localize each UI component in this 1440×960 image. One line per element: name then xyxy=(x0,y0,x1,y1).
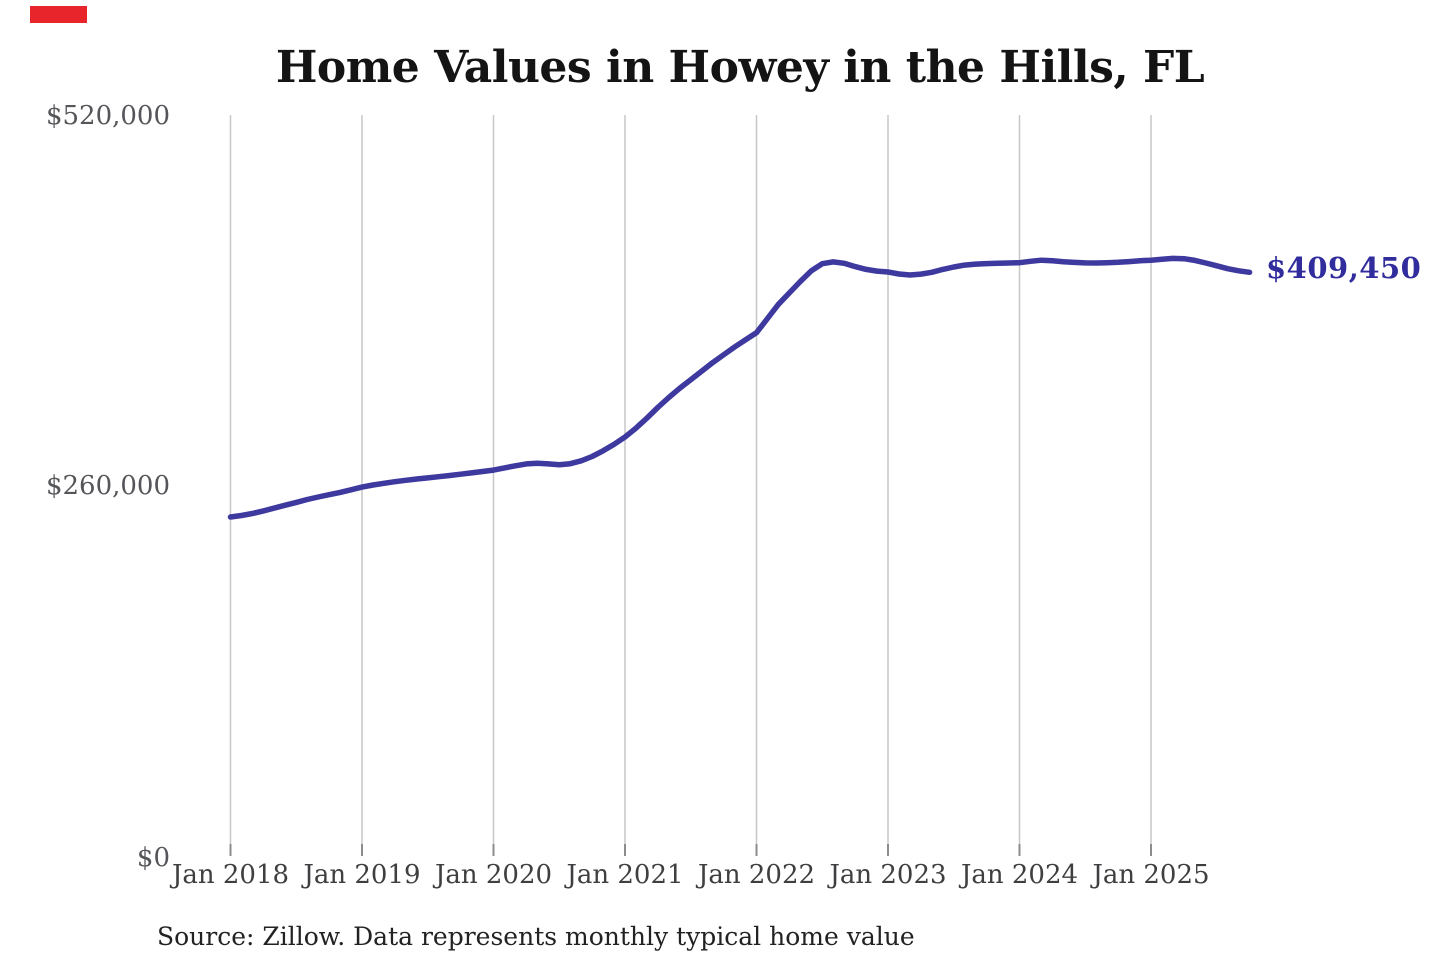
latest-value-label: $409,450 xyxy=(1266,251,1422,285)
axis-ticks xyxy=(229,844,1152,856)
y-axis-label-260000: $260,000 xyxy=(45,471,170,501)
x-tick-label: Jan 2023 xyxy=(829,860,947,890)
x-tick-label: Jan 2021 xyxy=(566,860,684,890)
y-axis-label-520000: $520,000 xyxy=(45,101,170,131)
red-marker xyxy=(30,6,87,23)
price-line xyxy=(227,255,1253,520)
x-tick-label: Jan 2025 xyxy=(1092,860,1210,890)
x-tick-label: Jan 2022 xyxy=(697,860,816,890)
source-note: Source: Zillow. Data represents monthly … xyxy=(157,922,915,951)
x-tick-label: Jan 2020 xyxy=(434,860,553,890)
year-gridlines xyxy=(229,115,1152,852)
x-tick-label: Jan 2019 xyxy=(303,860,421,890)
x-tick-label: Jan 2024 xyxy=(960,860,1079,890)
y-axis-label-0: $0 xyxy=(136,843,170,873)
x-tick-label: Jan 2018 xyxy=(171,860,290,890)
page-title: Home Values in Howey in the Hills, FL xyxy=(275,42,1205,93)
